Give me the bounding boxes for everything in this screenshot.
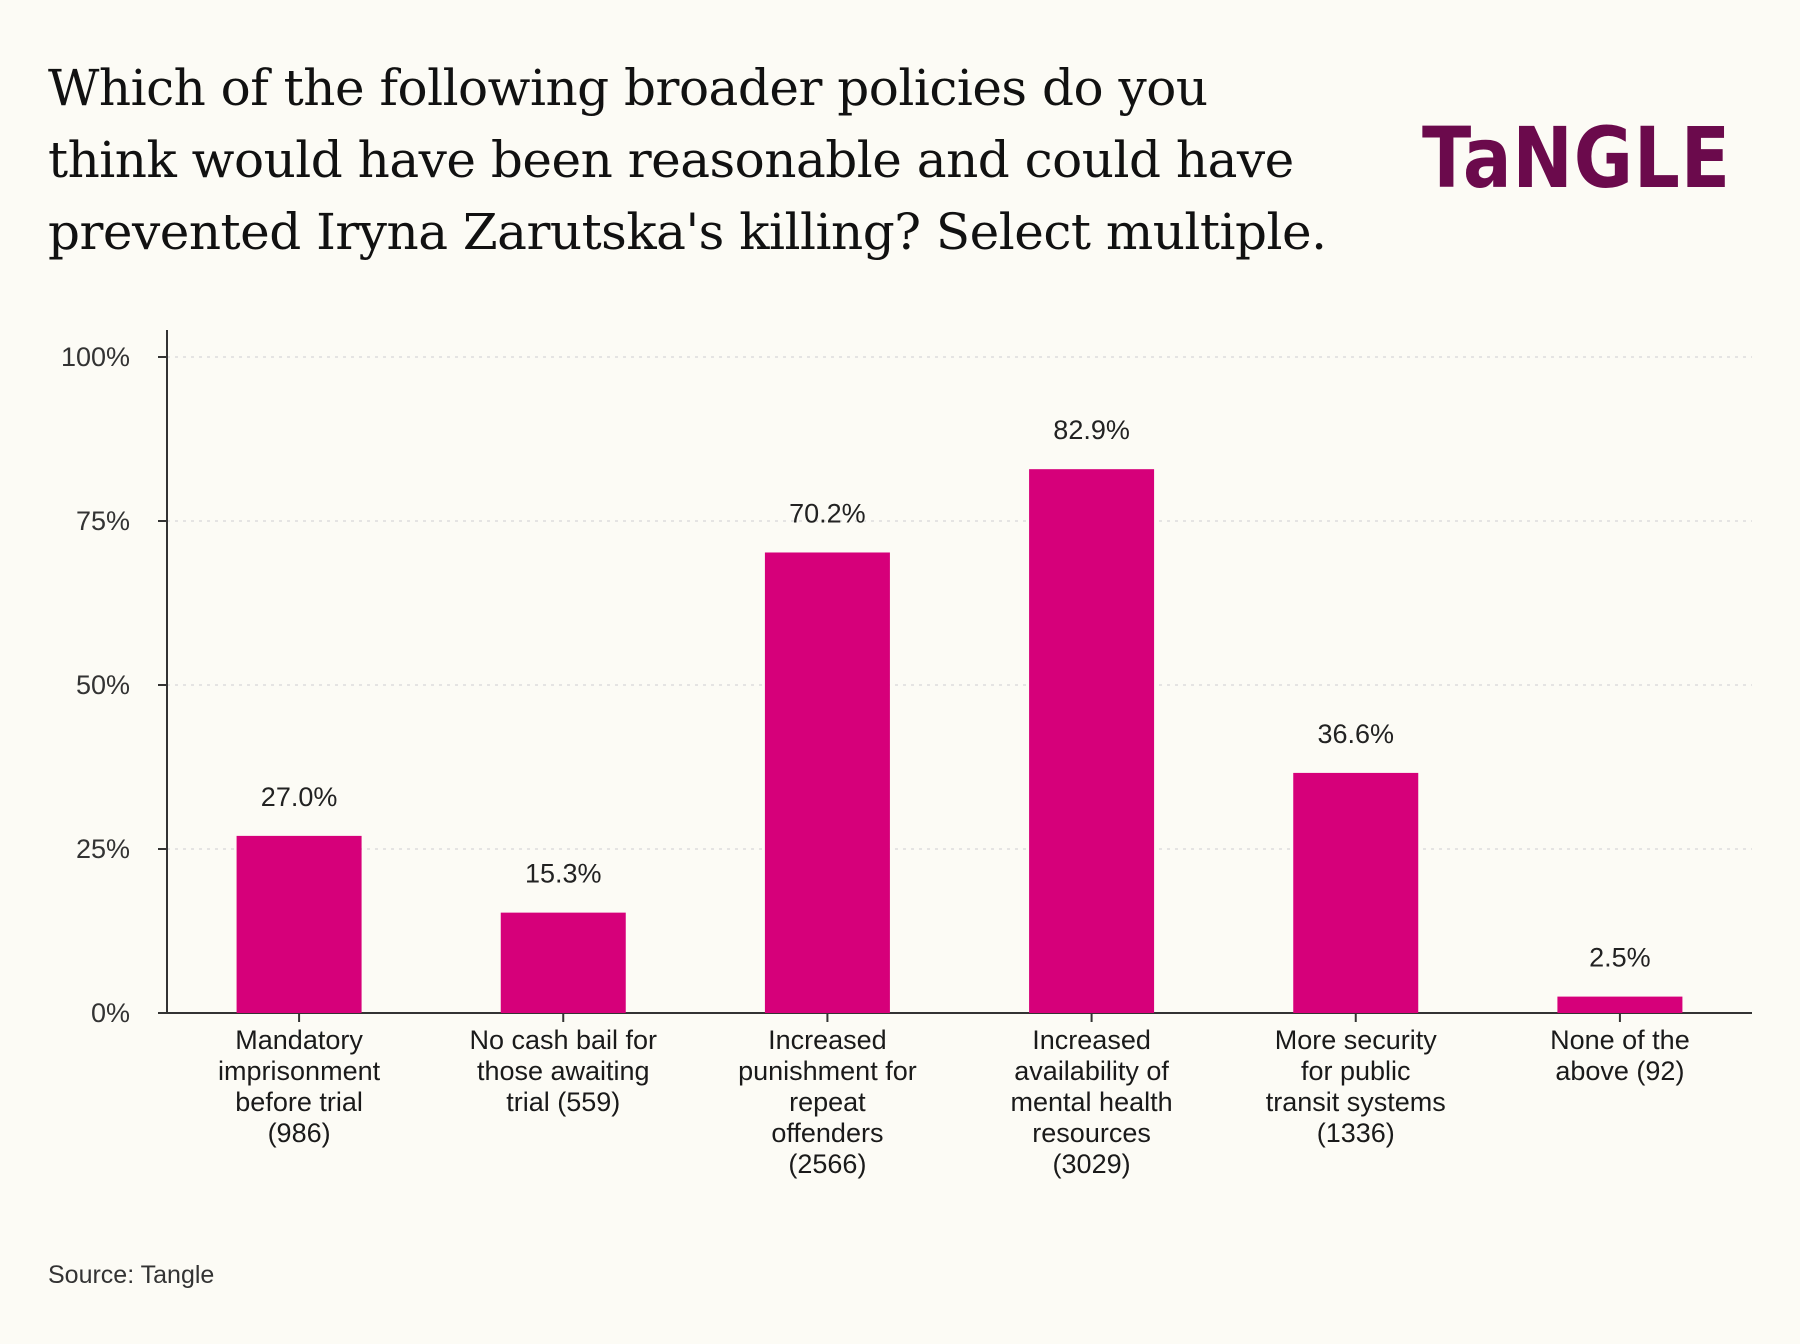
source-note: Source: Tangle	[48, 1261, 215, 1289]
bar	[1029, 469, 1155, 1013]
y-tick-label: 100%	[61, 342, 130, 372]
bar	[1293, 772, 1419, 1013]
chart-title: Which of the following broader policies …	[48, 59, 1327, 261]
bar	[764, 552, 890, 1013]
data-label: 82.9%	[1053, 415, 1130, 445]
bar	[236, 835, 362, 1013]
y-tick-label: 50%	[76, 670, 130, 700]
x-tick-label: Mandatory imprisonment before trial (986)	[218, 1025, 381, 1148]
data-label: 2.5%	[1589, 943, 1651, 973]
x-tick-label: None of the above (92)	[1550, 1025, 1690, 1086]
data-label: 27.0%	[261, 782, 338, 812]
x-tick-label: Increased punishment for repeat offenders (2…	[738, 1025, 917, 1179]
data-label: 70.2%	[789, 498, 866, 528]
bar	[1557, 996, 1683, 1013]
y-tick-label: 0%	[91, 998, 130, 1028]
x-tick-label: No cash bail for those awaiting trial (559…	[469, 1025, 657, 1117]
data-label: 15.3%	[525, 859, 602, 889]
x-tick-label: More security for public transit systems (1…	[1266, 1025, 1446, 1148]
bar	[500, 912, 626, 1013]
y-tick-label: 75%	[76, 506, 130, 536]
tangle-logo: TaNGLE	[1422, 109, 1732, 207]
data-label: 36.6%	[1317, 719, 1394, 749]
y-tick-label: 25%	[76, 834, 130, 864]
x-tick-label: Increased availability of mental health res…	[1011, 1025, 1173, 1179]
